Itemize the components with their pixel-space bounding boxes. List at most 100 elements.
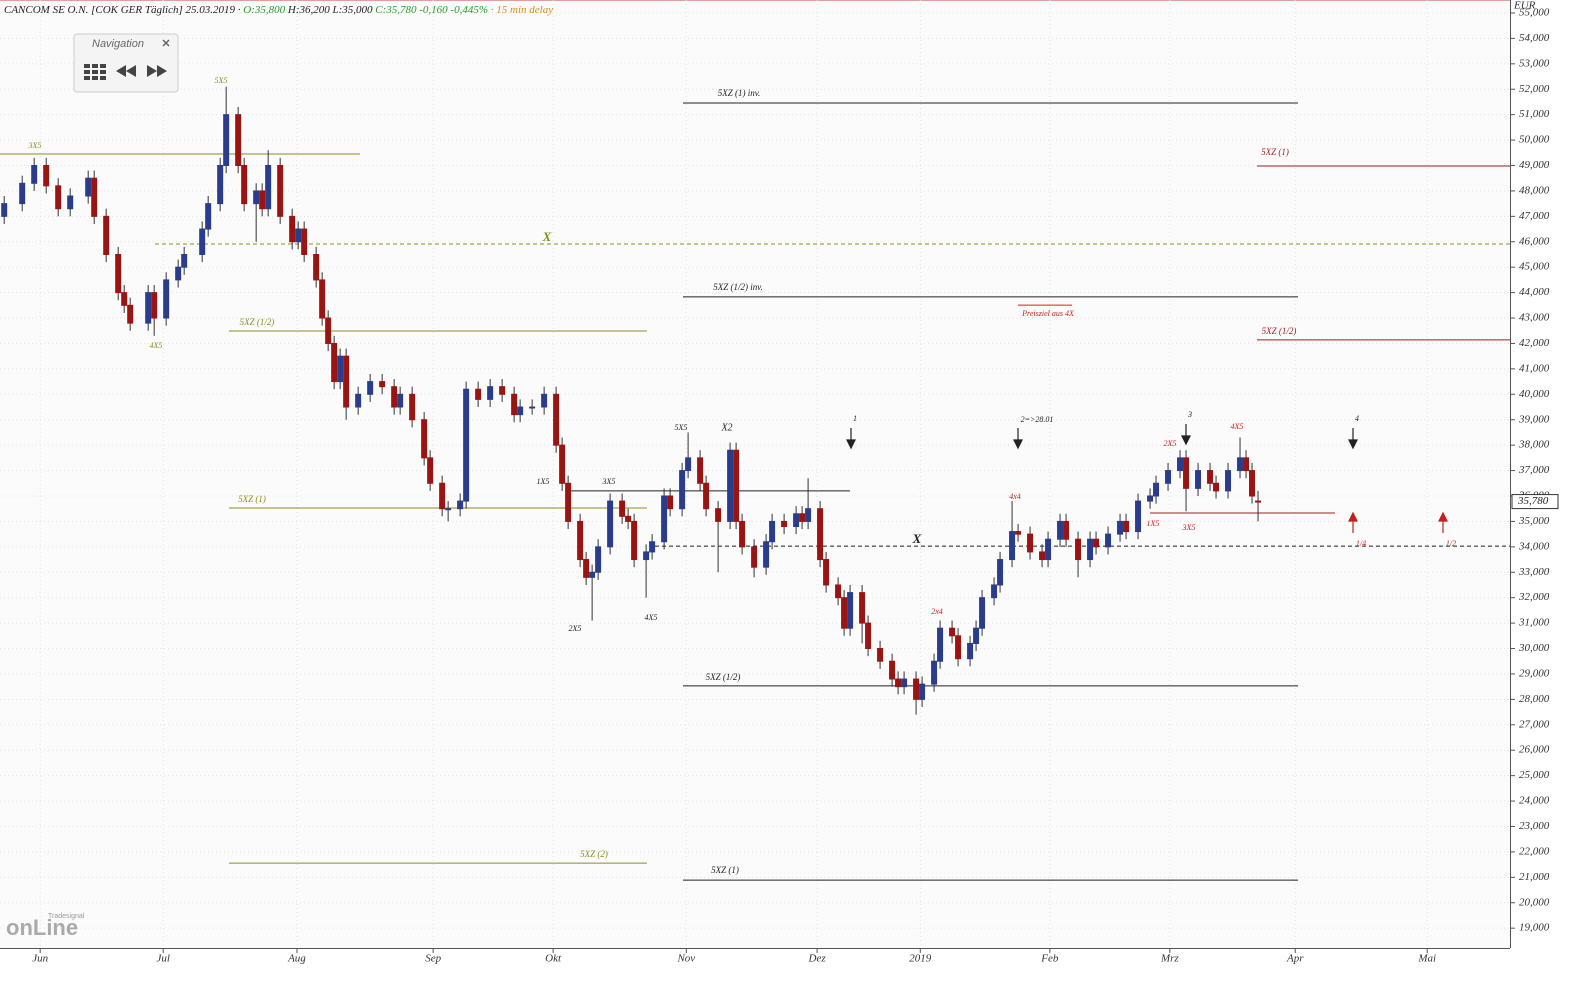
annotation: 3X5 [1182,523,1196,532]
candle-body [955,635,962,660]
nav-grid-button[interactable] [84,64,106,80]
header-delay: · 15 min delay [491,4,553,16]
candle-body [127,304,134,324]
level-label: 5XZ (1/2) inv. [713,282,763,292]
candle-body [1009,531,1016,561]
candle-body [313,253,320,281]
candle-body [379,381,386,388]
header-high-low: H:36,200 L:35,000 [287,4,373,16]
candle-body [631,520,638,561]
y-tick-label: 52,000 [1519,83,1550,95]
candle-body [595,546,602,573]
candle-body [487,386,494,400]
candle-body [1093,538,1100,548]
y-tick-label: 20,000 [1519,896,1550,908]
candle-body [727,449,734,522]
candle-body [685,457,692,472]
candle-body [625,515,632,522]
y-tick-label: 29,000 [1519,667,1550,679]
nav-back[interactable] [116,65,136,77]
y-tick-label: 27,000 [1519,718,1550,730]
x-tick-label: Mrz [1160,953,1179,965]
candle-body [511,393,518,416]
annotation: X2 [720,422,732,433]
candle-body [253,190,260,205]
candle-body [331,342,338,383]
candle-body [289,215,296,243]
y-tick-label: 26,000 [1519,744,1550,756]
arrows [846,424,1448,533]
y-tick-label: 45,000 [1519,261,1550,273]
candle-body [565,482,572,522]
candle-body [931,660,938,685]
candle-body [163,279,170,319]
y-tick-label: 34,000 [1518,540,1550,552]
level-label: 5XZ (1) [711,865,739,875]
candle-body [1249,470,1256,497]
y-tick-label: 50,000 [1519,134,1550,146]
candle-body [1237,457,1244,472]
candle-body [1015,531,1022,535]
candle-body [223,114,230,166]
candle-body [265,164,272,210]
candle-body [607,500,614,548]
candle-body [1123,520,1130,533]
candle-body [697,457,704,484]
candle-body [439,482,446,510]
annotation: 4 [1355,414,1359,423]
header: CANCOM SE O.N. [COK GER Täglich] 25.03.2… [4,4,553,16]
candle-body [619,500,626,517]
axes: 19,000 20,000 21,000 22,000 23,000 24,000 25,0… [32,0,1559,965]
candle-body [517,406,524,416]
candle-body [751,546,758,568]
candle-body [367,381,374,395]
y-unit: EUR [1513,0,1536,12]
candle-body [421,419,428,459]
annotation: Preisziel aus 4X [1021,309,1075,318]
y-tick-label: 23,000 [1519,820,1550,832]
annotation: 2=>28.01 [1021,415,1054,424]
level-lines: 5XZ (1/2) 5XZ (1) 5XZ (2) 5XZ (1) inv. 5XZ (… [0,88,1510,881]
annotation: 2X5 [1164,439,1177,448]
level-label: 5XZ (1) inv. [718,88,761,98]
nav-close[interactable] [162,39,170,47]
candle-body [1165,470,1172,484]
candle-body [325,317,332,344]
level-label: 5XZ (2) [580,849,608,859]
candle-body [1117,520,1124,535]
candle-body [1105,533,1112,548]
y-tick-label: 30,000 [1518,642,1550,654]
candle-body [679,470,686,510]
candle-body [913,678,920,700]
candle-body [937,627,944,662]
y-tick-label: 54,000 [1519,32,1550,44]
candle-body [355,393,362,408]
annotation: 3X5 [602,477,616,486]
candle-body [181,253,188,268]
annotation: 1/4 [1356,539,1366,548]
nav-forward[interactable] [147,65,167,77]
last-price-label: 35,780 [1517,495,1549,507]
candle-body [241,164,248,205]
candle-body [919,683,926,700]
x-tick-label: Sep [425,953,441,965]
candle-body [277,164,284,217]
candle-body [1213,482,1220,492]
y-tick-label: 39,000 [1518,413,1550,425]
candle-body [835,584,842,599]
candle-body [667,495,674,510]
candle-body [499,386,506,395]
candle-body [901,678,908,688]
candle-body [85,177,92,197]
last-price-box [1511,494,1559,510]
candle-body [841,597,848,629]
candle-body [769,520,776,543]
candle-body [67,195,74,210]
candle-body [1147,495,1154,502]
candle-body [1045,538,1052,561]
candle-body [409,393,416,421]
candle-body [475,388,482,400]
x-tick-label: 2019 [909,953,932,965]
y-tick-label: 21,000 [1519,871,1550,883]
